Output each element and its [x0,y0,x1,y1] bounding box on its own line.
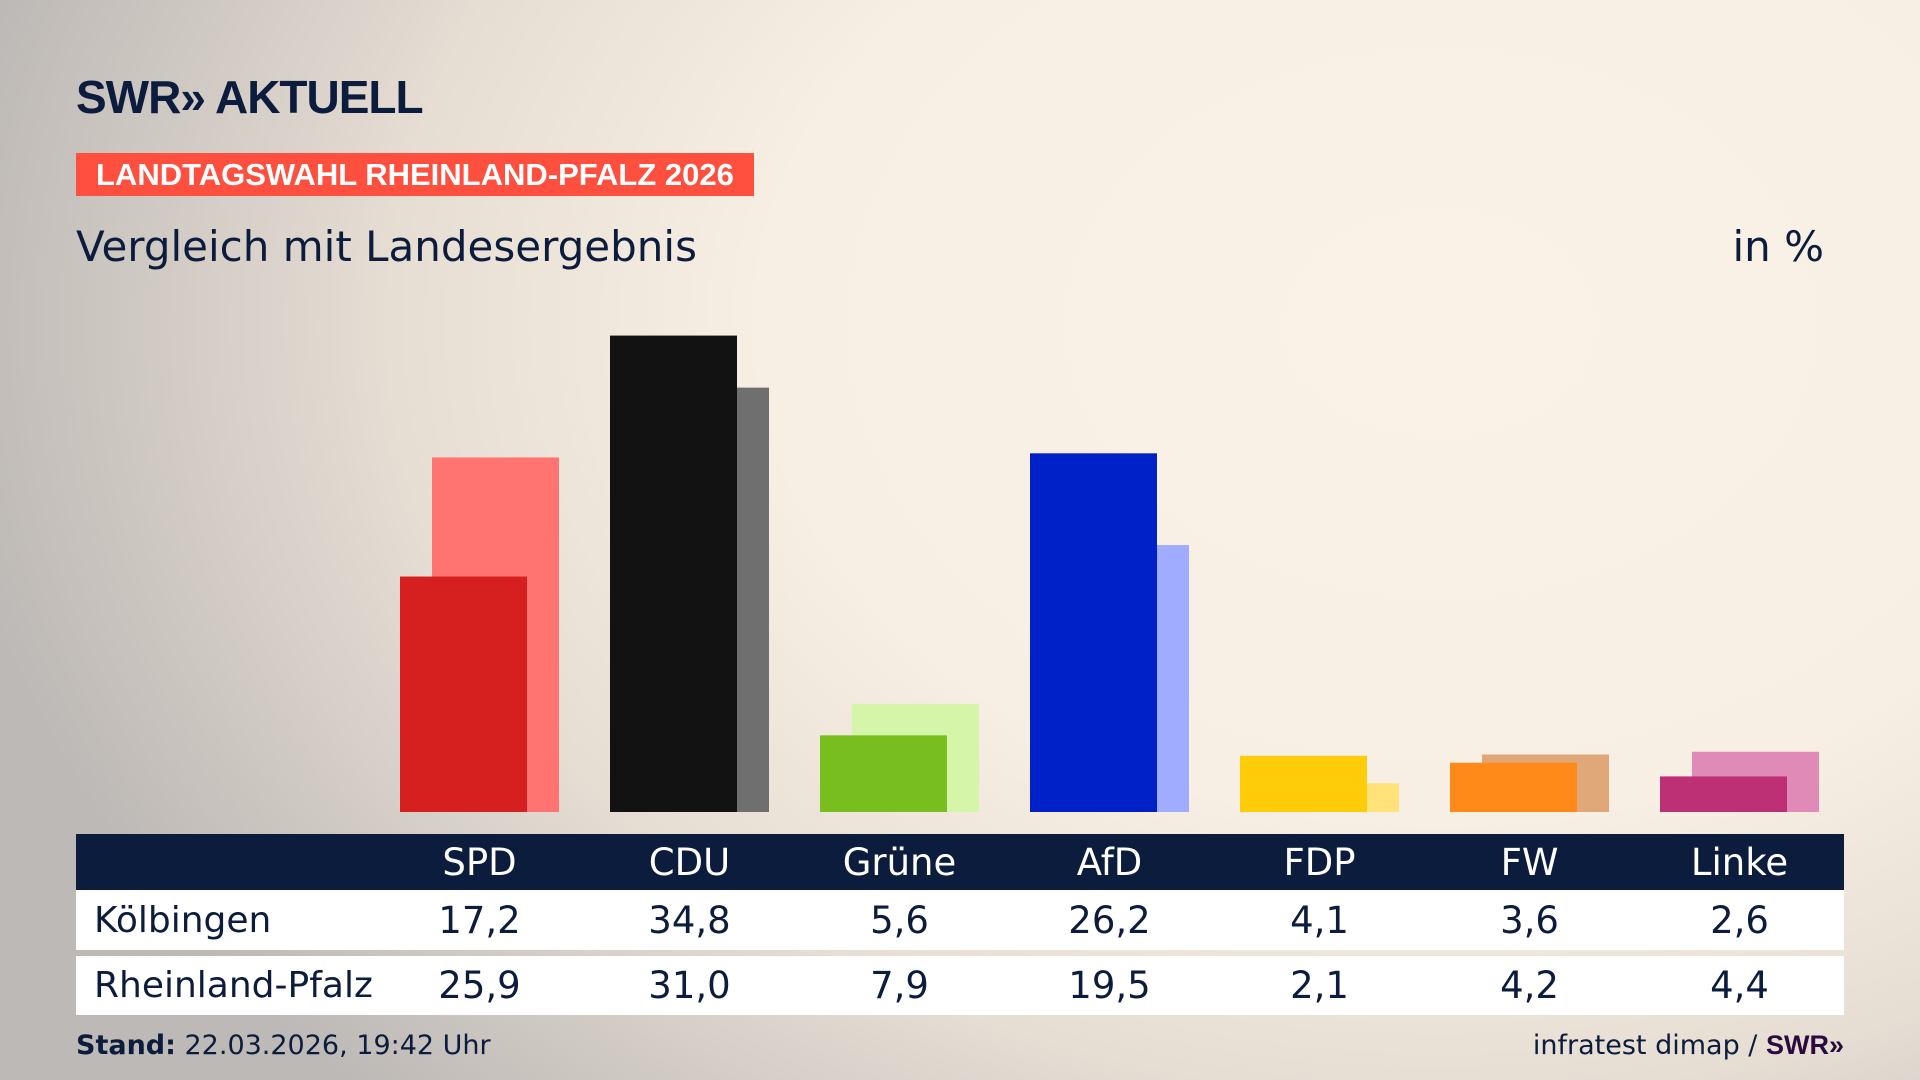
row-label: Kölbingen [94,899,272,941]
value-cell: 31,0 [648,964,731,1007]
table-row: Rheinland-Pfalz 25,9 31,0 7,9 19,5 2,1 4,2 4,4 [76,956,1844,1015]
column-header: CDU [648,840,731,884]
column-header: FDP [1283,840,1356,884]
bar-grüne-kolbingen [820,735,947,812]
source-text: infratest dimap / [1532,1030,1766,1061]
bar-fdp-kolbingen [1240,755,1367,812]
column-header: FW [1500,840,1559,884]
bar-chart [400,335,1819,812]
value-cell: 4,4 [1710,964,1769,1007]
table-row: Kölbingen 17,2 34,8 5,6 26,2 4,1 3,6 2,6 [76,890,1844,950]
value-cell: 25,9 [438,964,521,1007]
election-banner: LANDTAGSWAHL RHEINLAND-PFALZ 2026 [76,153,754,196]
value-cell: 2,6 [1710,898,1769,942]
value-cell: 4,2 [1500,964,1559,1007]
value-cell: 17,2 [438,898,521,942]
column-header: Linke [1690,840,1789,884]
bar-afd-kolbingen [1030,453,1157,812]
bar-spd-kolbingen [400,576,527,812]
value-cell: 19,5 [1068,964,1151,1007]
value-cell: 34,8 [648,898,731,942]
column-header: Grüne [842,840,957,884]
bar-linke-kolbingen [1660,776,1787,812]
stand-label: Stand: [76,1030,176,1061]
column-header: AfD [1076,840,1143,884]
swr-aktuell-logo: SWR» AKTUELL [76,71,424,123]
timestamp: Stand: 22.03.2026, 19:42 Uhr [76,1030,491,1061]
value-cell: 4,1 [1290,898,1349,942]
table-header: SPD CDU Grüne AfD FDP FW Linke [76,834,1844,890]
bar-cdu-kolbingen [610,335,737,812]
bar-fw-kolbingen [1450,762,1577,812]
value-cell: 3,6 [1500,898,1559,942]
unit-label: in % [1732,222,1824,271]
value-cell: 2,1 [1290,964,1349,1007]
value-cell: 26,2 [1068,898,1151,942]
value-cell: 5,6 [870,898,929,942]
swr-logo: SWR» [1765,1030,1844,1060]
stand-value: 22.03.2026, 19:42 Uhr [175,1030,491,1061]
column-header: SPD [442,840,517,884]
value-cell: 7,9 [870,964,929,1007]
chart-title: Vergleich mit Landesergebnis [76,222,697,271]
source: infratest dimap / SWR» [1533,1030,1844,1061]
row-label: Rheinland-Pfalz [94,965,373,1006]
